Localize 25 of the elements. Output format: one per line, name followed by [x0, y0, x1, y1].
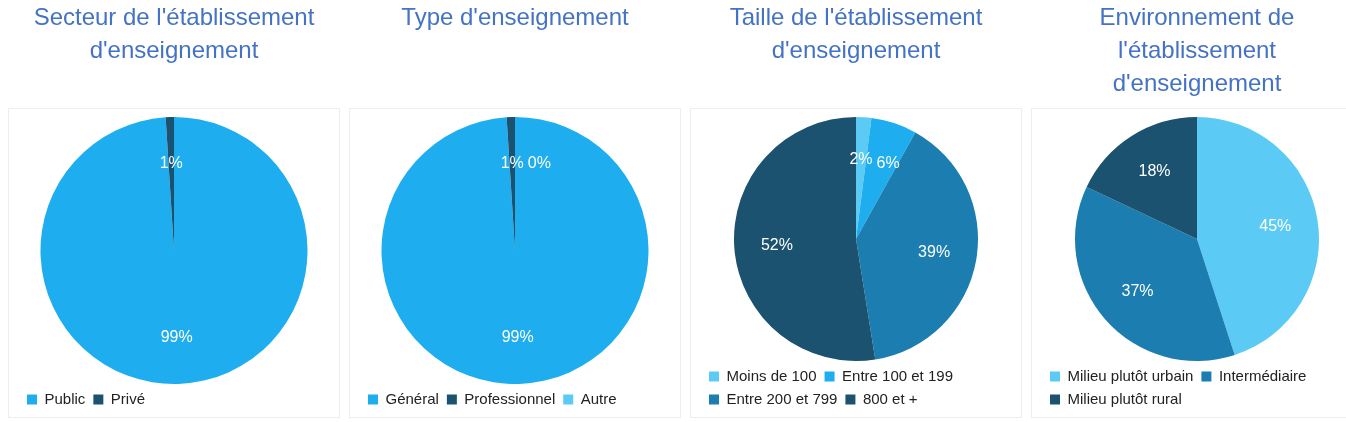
- legend-label: Privé: [110, 389, 146, 407]
- chart-title: Environnement de l'établissement d'enseignement: [1098, 2, 1296, 98]
- legend-label: Général: [385, 389, 439, 407]
- data-label: 6%: [876, 154, 900, 172]
- legend-label: 800 et +: [862, 389, 918, 407]
- legend-label: Milieu plutôt urbain: [1067, 366, 1194, 384]
- legend-label: Public: [44, 389, 86, 407]
- legend-label: Intermédiaire: [1218, 366, 1307, 384]
- chart-title: Secteur de l'établissement d'enseignement: [32, 2, 316, 65]
- data-label: 39%: [918, 243, 951, 261]
- chart-title: Taille de l'établissement d'enseignement: [728, 2, 984, 65]
- data-label: 99%: [160, 327, 193, 345]
- data-label: 52%: [760, 235, 793, 253]
- data-label: 37%: [1121, 281, 1154, 299]
- legend-label: Milieu plutôt rural: [1067, 389, 1182, 407]
- legend-label: Professionnel: [464, 389, 556, 407]
- legend-label: Autre: [580, 389, 617, 407]
- chart-title: Type d'enseignement: [400, 2, 630, 32]
- data-label: 18%: [1138, 162, 1171, 180]
- legend-label: Entre 100 et 199: [842, 366, 953, 384]
- legend-label: Moins de 100: [726, 366, 817, 384]
- data-label: 99%: [501, 327, 534, 345]
- text: 0%: [527, 154, 551, 172]
- legend-label: Entre 200 et 799: [726, 389, 838, 407]
- data-label: 45%: [1259, 217, 1292, 234]
